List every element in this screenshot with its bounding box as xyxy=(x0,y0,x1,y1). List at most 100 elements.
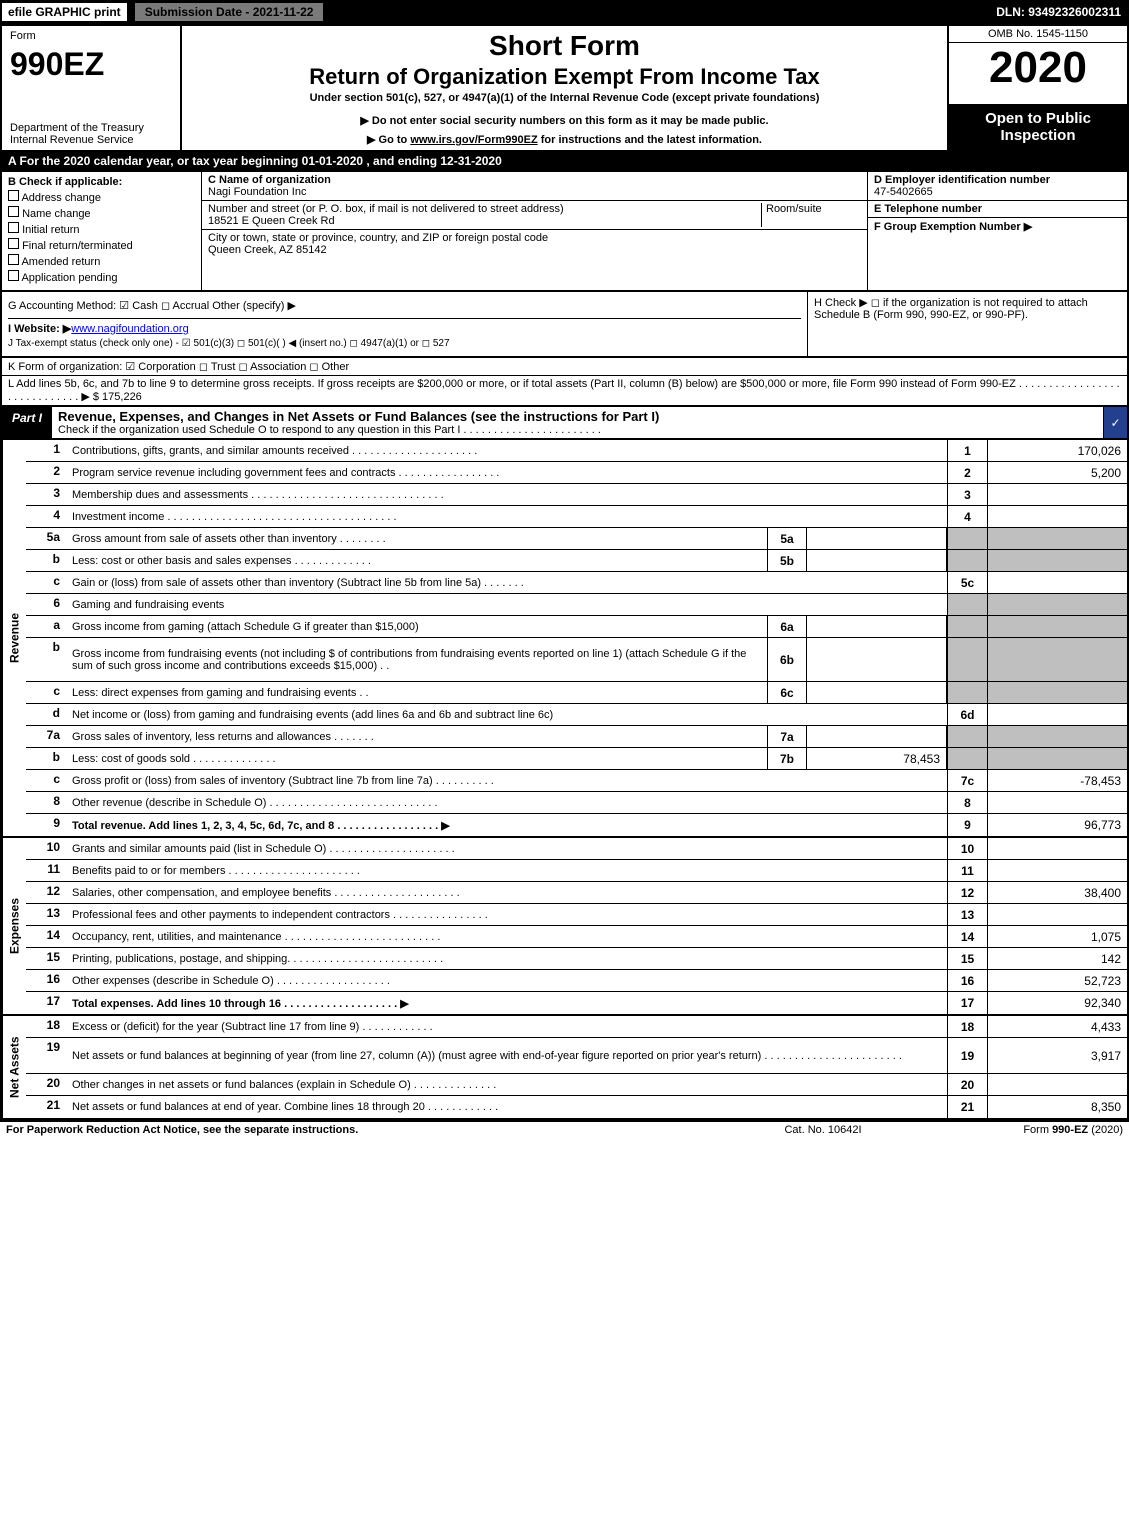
revenue-section: Revenue 1Contributions, gifts, grants, a… xyxy=(0,440,1129,838)
header-center: Short Form Return of Organization Exempt… xyxy=(182,26,947,150)
box-def: D Employer identification number 47-5402… xyxy=(867,172,1127,290)
amt-15: 142 xyxy=(987,948,1127,969)
short-form-title: Short Form xyxy=(190,30,939,62)
line-11: 11Benefits paid to or for members . . . … xyxy=(26,860,1127,882)
room-suite-label: Room/suite xyxy=(766,203,822,215)
sv-6c xyxy=(807,682,947,703)
expenses-side-label: Expenses xyxy=(2,838,26,1014)
c-name-label: C Name of organization xyxy=(208,174,331,186)
amt-10 xyxy=(987,838,1127,859)
line-7a: 7aGross sales of inventory, less returns… xyxy=(26,726,1127,748)
line-7c: cGross profit or (loss) from sales of in… xyxy=(26,770,1127,792)
amt-3 xyxy=(987,484,1127,505)
box-b: B Check if applicable: Address change Na… xyxy=(2,172,202,290)
goto-instructions: ▶ Go to www.irs.gov/Form990EZ for instru… xyxy=(190,133,939,146)
part1-schedule-o-checkbox[interactable]: ✓ xyxy=(1103,407,1127,438)
part1-title-wrap: Revenue, Expenses, and Changes in Net As… xyxy=(52,407,1103,438)
under-section: Under section 501(c), 527, or 4947(a)(1)… xyxy=(190,92,939,104)
row-a-tax-year: A For the 2020 calendar year, or tax yea… xyxy=(0,152,1129,172)
part1-subtitle: Check if the organization used Schedule … xyxy=(58,424,601,436)
amt-6d xyxy=(987,704,1127,725)
telephone-label: E Telephone number xyxy=(874,203,982,215)
line-g-accounting: G Accounting Method: ☑ Cash ◻ Accrual Ot… xyxy=(8,299,801,319)
line-j-tax-exempt: J Tax-exempt status (check only one) - ☑… xyxy=(8,338,801,349)
line-5b: bLess: cost or other basis and sales exp… xyxy=(26,550,1127,572)
block-bcd: B Check if applicable: Address change Na… xyxy=(0,172,1129,292)
line-3: 3Membership dues and assessments . . . .… xyxy=(26,484,1127,506)
do-not-enter-ssn: ▶ Do not enter social security numbers o… xyxy=(190,114,939,127)
line-6b: bGross income from fundraising events (n… xyxy=(26,638,1127,682)
amt-18: 4,433 xyxy=(987,1016,1127,1037)
line-15: 15Printing, publications, postage, and s… xyxy=(26,948,1127,970)
return-title: Return of Organization Exempt From Incom… xyxy=(190,64,939,90)
line-5a: 5aGross amount from sale of assets other… xyxy=(26,528,1127,550)
form-label: Form xyxy=(10,30,172,42)
box-b-title: B Check if applicable: xyxy=(8,176,195,188)
line-5c: cGain or (loss) from sale of assets othe… xyxy=(26,572,1127,594)
city-state-zip: Queen Creek, AZ 85142 xyxy=(208,244,327,256)
cb-final-return[interactable]: Final return/terminated xyxy=(8,238,195,252)
goto-pre: ▶ Go to xyxy=(367,134,410,146)
line-i-website: I Website: ▶www.nagifoundation.org xyxy=(8,322,801,335)
amt-2: 5,200 xyxy=(987,462,1127,483)
ein-label: D Employer identification number xyxy=(874,174,1050,186)
group-exemption-label: F Group Exemption Number ▶ xyxy=(874,221,1032,233)
block-ghij: G Accounting Method: ☑ Cash ◻ Accrual Ot… xyxy=(0,292,1129,358)
cb-amended-return[interactable]: Amended return xyxy=(8,254,195,268)
ghij-left: G Accounting Method: ☑ Cash ◻ Accrual Ot… xyxy=(2,292,807,356)
line-13: 13Professional fees and other payments t… xyxy=(26,904,1127,926)
line-17: 17Total expenses. Add lines 10 through 1… xyxy=(26,992,1127,1014)
line-8: 8Other revenue (describe in Schedule O) … xyxy=(26,792,1127,814)
form-header: Form 990EZ Department of the Treasury In… xyxy=(0,24,1129,152)
cb-address-change[interactable]: Address change xyxy=(8,190,195,204)
efile-graphic-print[interactable]: efile GRAPHIC print xyxy=(0,1,129,23)
dln: DLN: 93492326002311 xyxy=(988,3,1129,21)
amt-17: 92,340 xyxy=(987,992,1127,1014)
netassets-section: Net Assets 18Excess or (deficit) for the… xyxy=(0,1016,1129,1120)
amt-5c xyxy=(987,572,1127,593)
row-l-gross-receipts: L Add lines 5b, 6c, and 7b to line 9 to … xyxy=(0,376,1129,407)
line-4: 4Investment income . . . . . . . . . . .… xyxy=(26,506,1127,528)
department-treasury: Department of the Treasury Internal Reve… xyxy=(10,122,172,146)
line-6c: cLess: direct expenses from gaming and f… xyxy=(26,682,1127,704)
line-19: 19Net assets or fund balances at beginni… xyxy=(26,1038,1127,1074)
sv-5b xyxy=(807,550,947,571)
line-6a: aGross income from gaming (attach Schedu… xyxy=(26,616,1127,638)
amt-12: 38,400 xyxy=(987,882,1127,903)
part1-label: Part I xyxy=(2,407,52,438)
topbar: efile GRAPHIC print Submission Date - 20… xyxy=(0,0,1129,24)
goto-link[interactable]: www.irs.gov/Form990EZ xyxy=(410,134,537,146)
omb-number: OMB No. 1545-1150 xyxy=(949,26,1127,43)
amt-13 xyxy=(987,904,1127,925)
amt-4 xyxy=(987,506,1127,527)
amt-16: 52,723 xyxy=(987,970,1127,991)
header-right: OMB No. 1545-1150 2020 Open to Public In… xyxy=(947,26,1127,150)
cb-name-change[interactable]: Name change xyxy=(8,206,195,220)
website-link[interactable]: www.nagifoundation.org xyxy=(71,323,188,335)
line-20: 20Other changes in net assets or fund ba… xyxy=(26,1074,1127,1096)
open-to-public: Open to Public Inspection xyxy=(949,104,1127,150)
sv-7a xyxy=(807,726,947,747)
amt-1: 170,026 xyxy=(987,440,1127,461)
line-21: 21Net assets or fund balances at end of … xyxy=(26,1096,1127,1118)
revenue-side-label: Revenue xyxy=(2,440,26,836)
box-c: C Name of organization Nagi Foundation I… xyxy=(202,172,867,290)
cat-no: Cat. No. 10642I xyxy=(723,1124,923,1136)
line-1: 1Contributions, gifts, grants, and simil… xyxy=(26,440,1127,462)
part1-title: Revenue, Expenses, and Changes in Net As… xyxy=(58,409,659,424)
line-6d: dNet income or (loss) from gaming and fu… xyxy=(26,704,1127,726)
expenses-section: Expenses 10Grants and similar amounts pa… xyxy=(0,838,1129,1016)
amt-19: 3,917 xyxy=(987,1038,1127,1073)
goto-post: for instructions and the latest informat… xyxy=(538,134,762,146)
sv-6a xyxy=(807,616,947,637)
cb-application-pending[interactable]: Application pending xyxy=(8,270,195,284)
line-14: 14Occupancy, rent, utilities, and mainte… xyxy=(26,926,1127,948)
cb-initial-return[interactable]: Initial return xyxy=(8,222,195,236)
line-6: 6Gaming and fundraising events xyxy=(26,594,1127,616)
line-12: 12Salaries, other compensation, and empl… xyxy=(26,882,1127,904)
page-footer: For Paperwork Reduction Act Notice, see … xyxy=(0,1120,1129,1138)
amt-14: 1,075 xyxy=(987,926,1127,947)
netassets-side-label: Net Assets xyxy=(2,1016,26,1118)
org-name: Nagi Foundation Inc xyxy=(208,186,306,198)
amt-7c: -78,453 xyxy=(987,770,1127,791)
